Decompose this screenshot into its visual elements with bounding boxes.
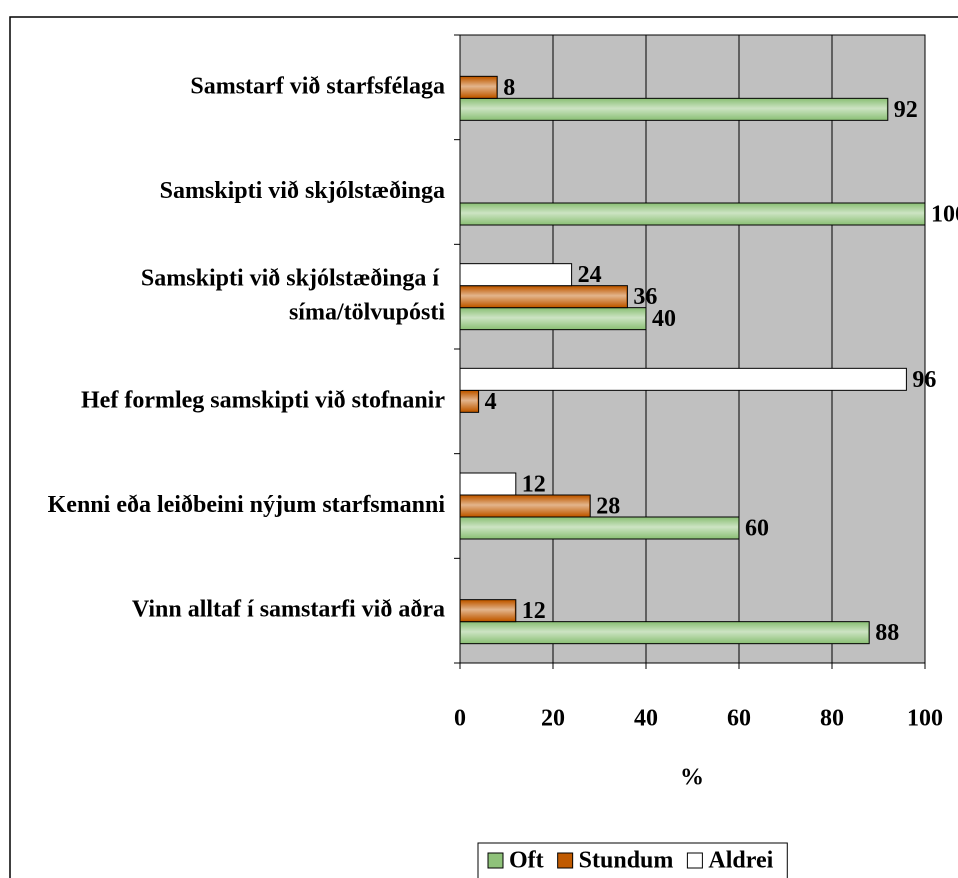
x-tick-label: 80 <box>820 706 844 732</box>
legend-box <box>477 842 788 878</box>
bar-shine <box>461 369 906 390</box>
y-tick-label: Samskipti við skjólstæðinga <box>160 178 445 204</box>
y-tick-label: Samstarf við starfsfélaga <box>190 73 445 99</box>
data-label: 12 <box>522 598 546 624</box>
data-label: 8 <box>503 75 515 101</box>
bar-shine <box>461 308 645 329</box>
plot-area <box>459 34 926 664</box>
bar-shine <box>461 622 869 643</box>
data-label: 100 <box>931 202 958 228</box>
x-axis-label: % <box>680 765 704 791</box>
data-label: 40 <box>652 306 676 332</box>
x-tick-label: 100 <box>907 706 943 732</box>
data-label: 4 <box>485 389 497 415</box>
bar-shine <box>461 99 887 120</box>
bar-shine <box>461 286 627 307</box>
y-tick-label: Vinn alltaf í samstarfi við aðra <box>132 596 445 622</box>
legend-label: Aldrei <box>708 848 773 874</box>
legend: Oft Stundum Aldrei <box>477 842 788 878</box>
data-label: 92 <box>894 97 918 123</box>
bar-shine <box>461 474 515 494</box>
bar-shine <box>461 204 924 224</box>
data-label: 28 <box>596 494 620 520</box>
legend-label: Oft <box>509 848 544 874</box>
bar-shine <box>461 496 590 516</box>
data-label: 88 <box>875 620 899 646</box>
legend-label: Stundum <box>579 848 674 874</box>
data-label: 12 <box>522 472 546 498</box>
x-tick-label: 60 <box>727 706 751 732</box>
data-label: 60 <box>745 516 769 542</box>
y-tick-label: Samskipti við skjólstæðinga í síma/tölvu… <box>141 265 445 325</box>
legend-swatch <box>557 852 574 869</box>
data-label: 36 <box>633 284 657 310</box>
y-tick-label: Kenni eða leiðbeini nýjum starfsmanni <box>48 492 446 518</box>
bar-shine <box>461 77 497 98</box>
x-tick-label: 20 <box>541 706 565 732</box>
y-tick-label: Hef formleg samskipti við stofnanir <box>81 387 445 413</box>
data-label: 24 <box>578 262 602 288</box>
data-label: 96 <box>912 367 936 393</box>
bar-shine <box>461 264 571 285</box>
bar-shine <box>461 600 515 621</box>
x-tick-label: 40 <box>634 706 658 732</box>
bar-shine <box>461 391 478 412</box>
legend-swatch <box>686 852 703 869</box>
x-tick-label: 0 <box>454 706 466 732</box>
legend-swatch <box>487 852 504 869</box>
bar-shine <box>461 518 738 538</box>
